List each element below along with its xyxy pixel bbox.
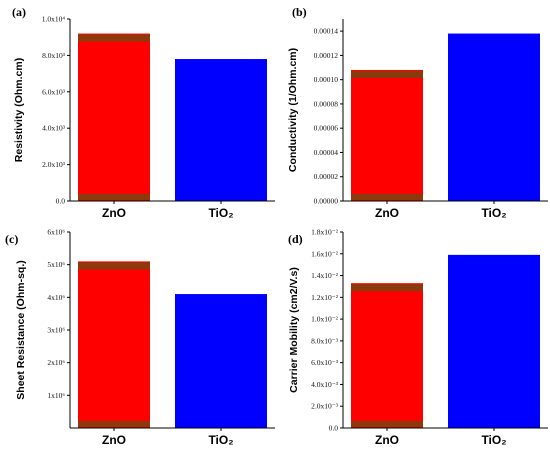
y-tick-label: 0.0 bbox=[56, 197, 66, 206]
y-tick-label: 0.00004 bbox=[314, 148, 339, 157]
x-tick-label: ZnO bbox=[102, 433, 126, 447]
y-tick-label: 3x10⁶ bbox=[47, 326, 65, 335]
y-tick-label: 4x10⁶ bbox=[47, 293, 65, 302]
x-tick-label: TiO₂ bbox=[208, 433, 233, 447]
y-tick-label: 2x10⁶ bbox=[47, 358, 65, 367]
y-tick-label: 6x10⁶ bbox=[47, 228, 65, 237]
panel-label: (b) bbox=[292, 5, 307, 19]
y-tick-label: 1.0x10⁻² bbox=[311, 315, 339, 324]
bar-zno-base-band bbox=[78, 421, 150, 427]
panel-d: 0.0 2.0x10⁻³ 4.0x10⁻³ 6.0x10⁻³ 8.0x10⁻³ 1.0x1… bbox=[288, 228, 548, 447]
y-tick-label: 6.0x10⁻³ bbox=[311, 358, 339, 367]
y-tick-label: 0.00012 bbox=[314, 51, 339, 60]
y-axis-title: Resistivity (Ohm.cm) bbox=[13, 58, 25, 162]
x-tick-label: ZnO bbox=[375, 206, 399, 220]
bar-tio2 bbox=[448, 33, 540, 202]
bar-zno-top-band bbox=[351, 284, 423, 292]
y-tick-label: 6.0x10³ bbox=[42, 87, 66, 96]
panel-label: (d) bbox=[288, 232, 303, 246]
bar-zno bbox=[351, 69, 423, 202]
bar-zno bbox=[351, 283, 423, 428]
panel-c: 1x10⁶ 2x10⁶ 3x10⁶ 4x10⁶ 5x10⁶ 6x10⁶ ZnO TiO₂ She… bbox=[5, 228, 275, 447]
y-tick-label: 1x10⁶ bbox=[47, 391, 65, 400]
y-tick-label: 1.2x10⁻² bbox=[311, 293, 339, 302]
x-tick-label: ZnO bbox=[102, 206, 126, 220]
y-tick-label: 0.00006 bbox=[314, 124, 339, 133]
y-tick-label: 8.0x10³ bbox=[42, 51, 66, 60]
y-tick-label: 8.0x10⁻³ bbox=[311, 336, 339, 345]
x-tick-label: ZnO bbox=[375, 433, 399, 447]
y-tick-label: 1.4x10⁻² bbox=[311, 271, 339, 280]
y-tick-label: 4.0x10⁻³ bbox=[311, 380, 339, 389]
x-tick-label: TiO₂ bbox=[481, 433, 506, 447]
y-tick-label: 2.0x10⁻³ bbox=[311, 402, 339, 411]
y-tick-label: 2.0x10³ bbox=[42, 160, 66, 169]
panel-b: 0.00000 0.00002 0.00004 0.00006 0.00008 0.000… bbox=[287, 5, 548, 220]
bar-zno-base-band bbox=[78, 194, 150, 200]
y-tick-label: 1.6x10⁻² bbox=[311, 249, 339, 258]
y-tick-label: 0.00010 bbox=[314, 75, 339, 84]
y-tick-label: 0.00008 bbox=[314, 99, 339, 108]
bar-tio2 bbox=[175, 294, 267, 428]
bar-zno-top-band bbox=[78, 34, 150, 42]
y-tick-label: 0.00014 bbox=[314, 27, 339, 36]
bar-zno bbox=[78, 33, 150, 202]
bar-zno-top-band bbox=[351, 70, 423, 78]
y-tick-label: 4.0x10³ bbox=[42, 124, 66, 133]
y-tick-label: 0.00002 bbox=[314, 172, 339, 181]
x-tick-label: TiO₂ bbox=[481, 206, 506, 220]
panel-label: (c) bbox=[5, 232, 18, 246]
y-tick-label: 1.0x10⁴ bbox=[42, 15, 66, 24]
y-axis-title: Conductivity (1/Ohm.cm) bbox=[287, 48, 299, 172]
y-tick-label: 5x10⁶ bbox=[47, 260, 65, 269]
x-tick-label: TiO₂ bbox=[208, 206, 233, 220]
y-axis-title: Sheet Resistance (Ohm-sq.) bbox=[15, 260, 27, 399]
bar-zno bbox=[78, 261, 150, 428]
bar-tio2 bbox=[448, 254, 540, 428]
bar-zno-top-band bbox=[78, 262, 150, 270]
y-axis-title: Carrier Mobility (cm2/V.s) bbox=[288, 267, 300, 393]
y-tick-label: 0.00000 bbox=[314, 197, 339, 206]
panel-label: (a) bbox=[12, 5, 26, 19]
y-tick-label: 1.8x10⁻² bbox=[311, 228, 339, 237]
bar-zno-base-band bbox=[351, 194, 423, 200]
panel-a: 0.0 2.0x10³ 4.0x10³ 6.0x10³ 8.0x10³ 1.0x10⁴ Zn… bbox=[12, 5, 275, 220]
bar-zno-base-band bbox=[351, 421, 423, 427]
y-tick-label: 0.0 bbox=[329, 424, 339, 433]
bar-tio2 bbox=[175, 59, 267, 201]
